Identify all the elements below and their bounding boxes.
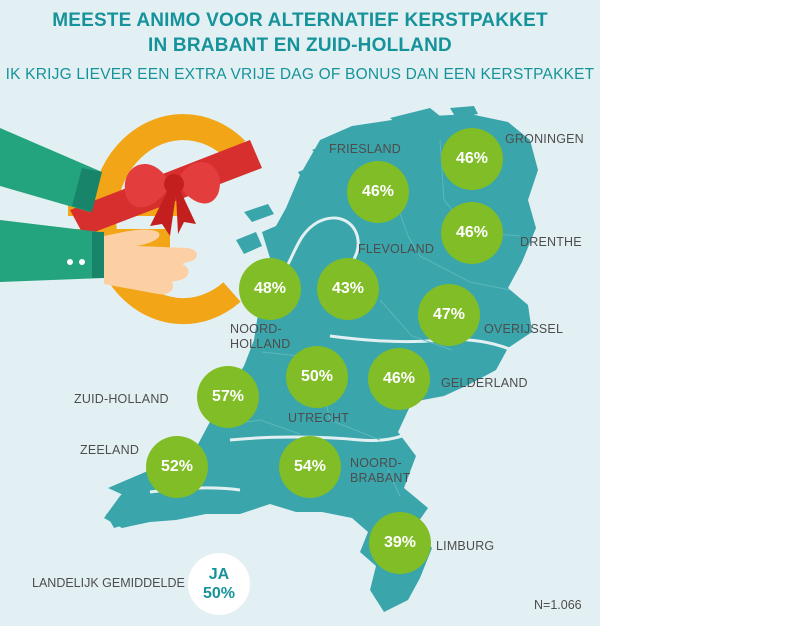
bubble-overijssel: 47% [418, 284, 480, 346]
subtitle: IK KRIJG LIEVER EEN EXTRA VRIJE DAG OF B… [5, 66, 595, 83]
national-average-answer: JA [208, 566, 230, 583]
hand-icon [0, 220, 197, 295]
bubble-drenthe: 46% [441, 202, 503, 264]
illustration-layer [0, 106, 538, 612]
bubble-flevoland: 43% [317, 258, 379, 320]
label-groningen: GRONINGEN [505, 132, 584, 146]
bubble-friesland: 46% [347, 161, 409, 223]
label-utrecht: UTRECHT [288, 411, 350, 425]
label-drenthe: DRENTHE [520, 235, 582, 249]
bubble-utrecht: 50% [286, 346, 348, 408]
national-average-value: 50% [202, 585, 236, 602]
title-line-1: MEESTE ANIMO VOOR ALTERNATIEF KERSTPAKKE… [52, 10, 548, 31]
label-overijssel: OVERIJSSEL [484, 322, 564, 336]
bubble-zeeland: 52% [146, 436, 208, 498]
label-noord-holland: NOORD- HOLLAND [230, 322, 291, 351]
national-average-badge: JA 50% [188, 553, 250, 615]
sleeve-top-illustration [0, 128, 102, 212]
sample-size: N=1.066 [534, 598, 582, 612]
national-average-label: LANDELIJK GEMIDDELDE [32, 576, 185, 590]
bubble-noord-holland: 48% [239, 258, 301, 320]
label-zeeland: ZEELAND [80, 443, 140, 457]
bubble-noord-brabant: 54% [279, 436, 341, 498]
label-limburg: LIMBURG [436, 539, 495, 553]
bubble-zuid-holland: 57% [197, 366, 259, 428]
label-gelderland: GELDERLAND [441, 376, 528, 390]
label-friesland: FRIESLAND [329, 142, 401, 156]
label-flevoland: FLEVOLAND [358, 242, 435, 256]
infographic-panel: MEESTE ANIMO VOOR ALTERNATIEF KERSTPAKKE… [0, 0, 600, 626]
bubble-groningen: 46% [441, 128, 503, 190]
label-zuid-holland: ZUID-HOLLAND [74, 392, 169, 406]
bubble-limburg: 39% [369, 512, 431, 574]
title-line-2: IN BRABANT EN ZUID-HOLLAND [148, 35, 452, 56]
bubble-gelderland: 46% [368, 348, 430, 410]
label-noord-brabant: NOORD- BRABANT [350, 456, 411, 485]
